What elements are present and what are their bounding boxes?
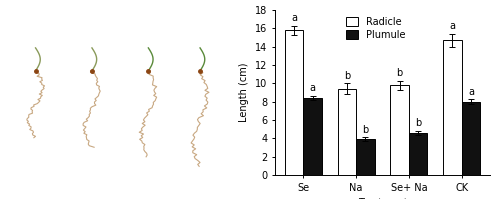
Y-axis label: Length (cm): Length (cm) [240,63,250,122]
Legend: Radicle, Plumule: Radicle, Plumule [344,15,407,42]
X-axis label: Treatment: Treatment [358,198,408,199]
Bar [409,133,428,175]
Text: a: a [468,87,474,97]
Text: Se+Na: Se+Na [186,38,214,47]
Bar [356,139,374,175]
Text: Na: Na [86,38,98,47]
Text: b: b [344,71,350,81]
Bar [462,102,480,175]
Text: a: a [291,13,297,23]
Bar [390,85,409,175]
Text: Se: Se [143,38,154,47]
Text: A: A [12,12,20,22]
Text: a: a [310,83,316,93]
Text: B: B [499,0,500,7]
Bar [443,40,462,175]
Text: b: b [396,68,403,78]
Text: a: a [450,21,456,31]
Text: CK: CK [30,38,41,47]
Text: b: b [362,125,368,135]
Bar [338,89,356,175]
Text: b: b [415,118,422,128]
Bar [285,30,304,175]
Bar [304,98,322,175]
